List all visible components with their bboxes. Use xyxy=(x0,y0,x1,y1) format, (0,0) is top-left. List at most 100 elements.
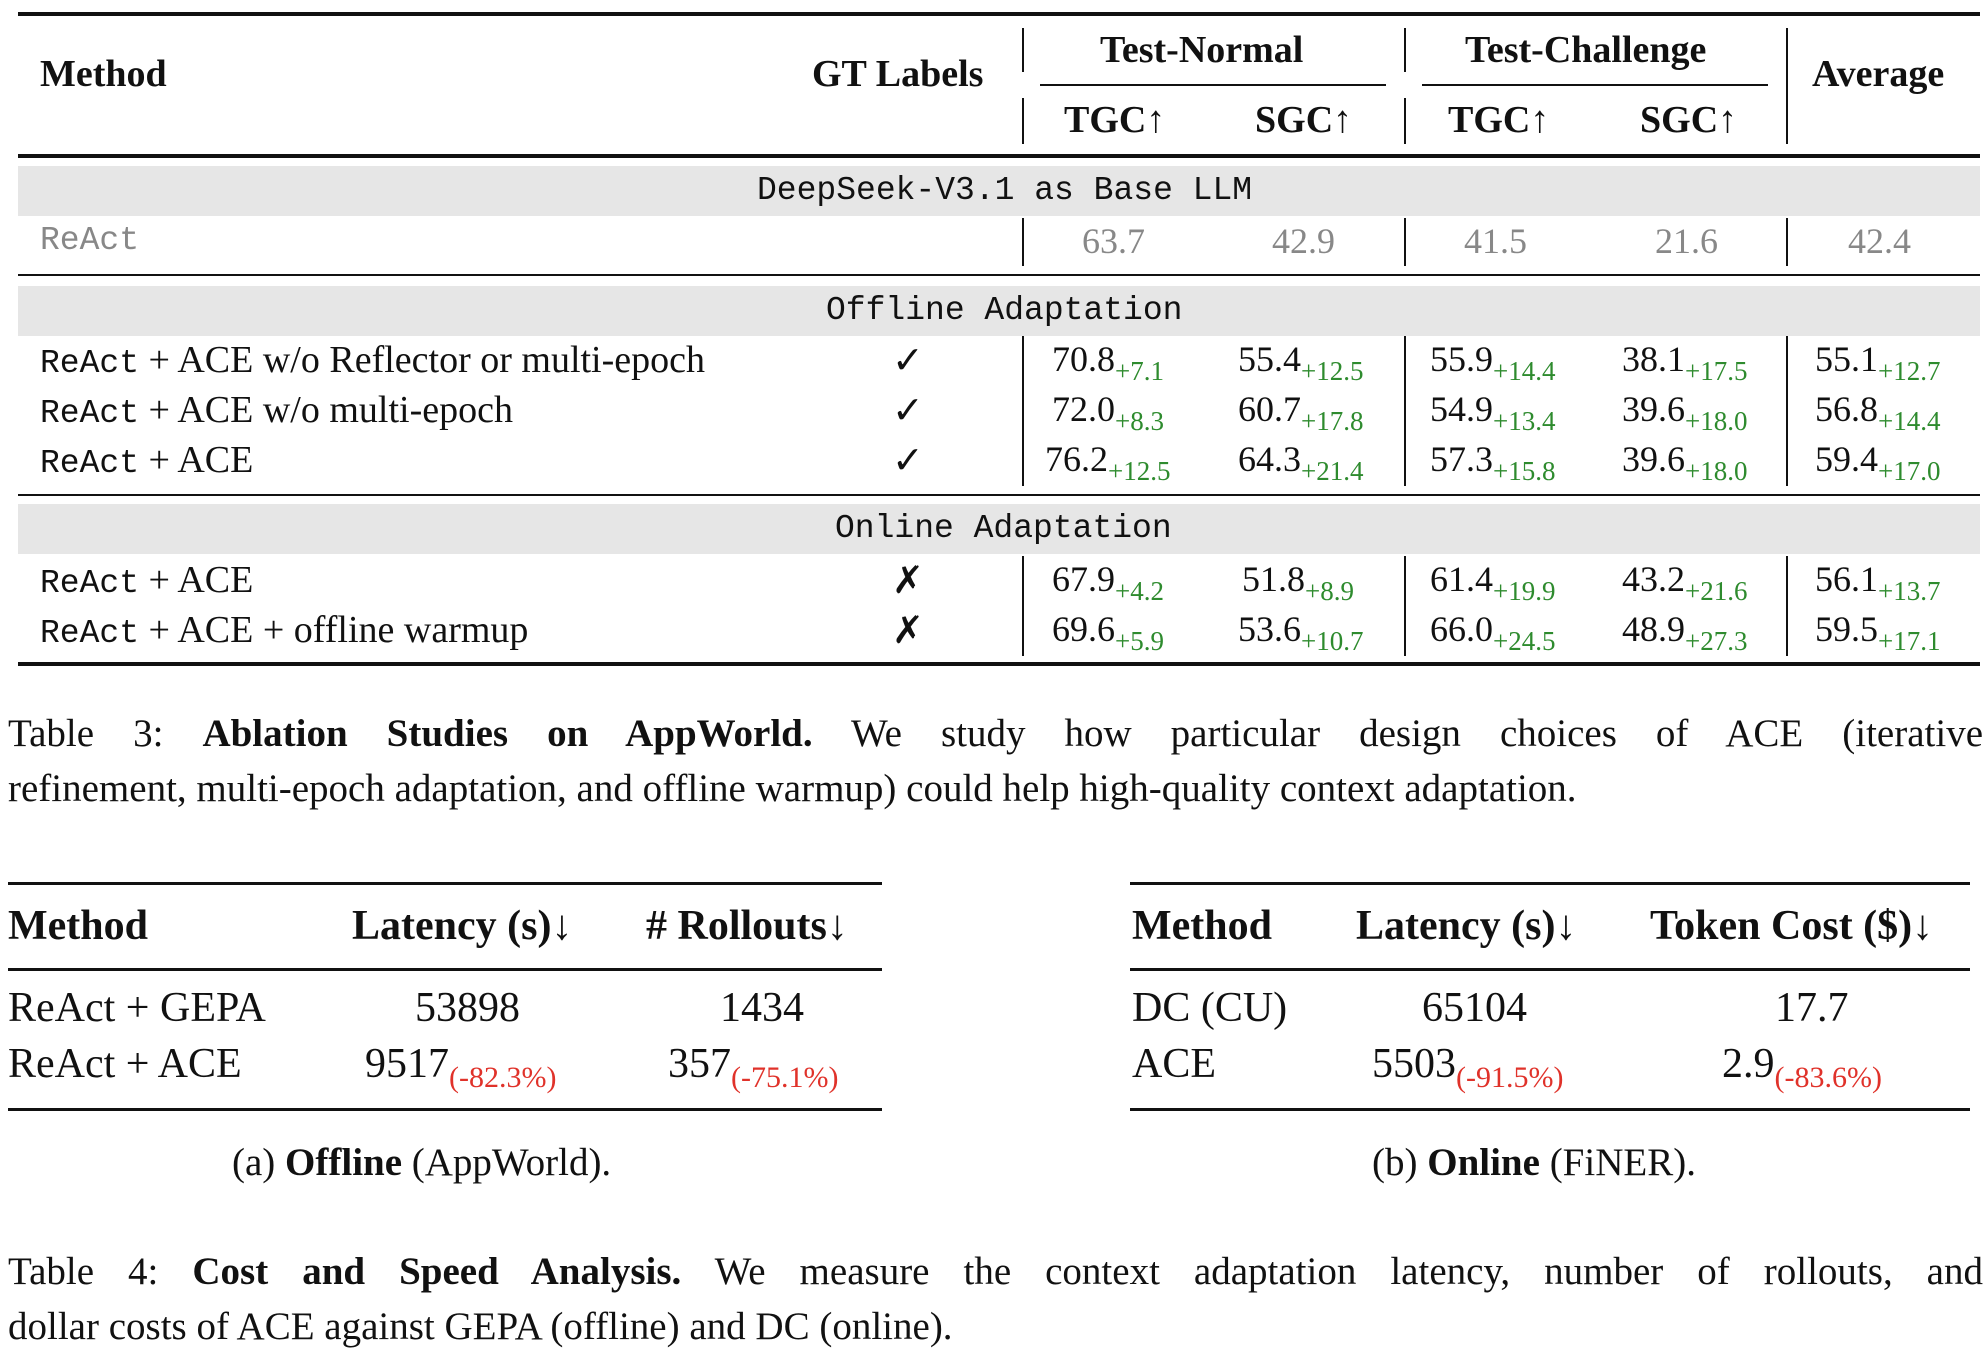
value: 67.9 xyxy=(1052,559,1115,599)
cell-sgc-challenge: 43.2+21.6 xyxy=(1622,558,1747,607)
header-average: Average xyxy=(1812,53,1945,95)
row-method: ReAct + ACE xyxy=(40,438,253,482)
row-method: ReAct + ACE w/o Reflector or multi-epoch xyxy=(40,338,705,382)
delta: +10.7 xyxy=(1301,626,1364,656)
value: 72.0 xyxy=(1052,389,1115,429)
delta: +15.8 xyxy=(1493,456,1556,486)
value: 61.4 xyxy=(1430,559,1493,599)
cell-sgc-normal: 51.8+8.9 xyxy=(1242,558,1354,607)
top-rule xyxy=(1130,882,1970,885)
value: 9517 xyxy=(365,1041,449,1087)
subcaption-b: (b) Online (FiNER). xyxy=(1372,1140,1696,1185)
value: 55.4 xyxy=(1238,339,1301,379)
value: 39.6 xyxy=(1622,439,1685,479)
value: 38.1 xyxy=(1622,339,1685,379)
section-title-base-llm: DeepSeek-V3.1 as Base LLM xyxy=(757,172,1253,209)
header-rule xyxy=(8,968,882,971)
method-base: ReAct xyxy=(40,445,140,482)
value: 56.1 xyxy=(1815,559,1878,599)
method-base: ReAct xyxy=(40,615,140,652)
row-method: ReAct + ACE w/o multi-epoch xyxy=(40,388,513,432)
gt-check: ✓ xyxy=(892,390,924,432)
delta: +12.7 xyxy=(1878,356,1941,386)
method-base: ReAct xyxy=(40,345,140,382)
top-rule xyxy=(18,12,1980,16)
section-title-online: Online Adaptation xyxy=(835,510,1172,547)
value: 66.0 xyxy=(1430,609,1493,649)
table-4-caption: Table 4: Cost and Speed Analysis. We mea… xyxy=(8,1244,1983,1354)
header-rule xyxy=(18,154,1980,158)
header-latency: Latency (s)↓ xyxy=(352,903,573,949)
header-tgc-normal: TGC↑ xyxy=(1064,99,1166,141)
delta: +17.1 xyxy=(1878,626,1941,656)
rest: (FiNER). xyxy=(1549,1141,1696,1184)
vsep xyxy=(1022,28,1024,72)
row-react-sgc-normal: 42.9 xyxy=(1272,221,1335,261)
row-latency: 53898 xyxy=(415,985,520,1031)
subcaption-a: (a) Offline (AppWorld). xyxy=(232,1140,611,1185)
delta: +5.9 xyxy=(1115,626,1164,656)
header-latency: Latency (s)↓ xyxy=(1356,903,1577,949)
cell-sgc-challenge: 38.1+17.5 xyxy=(1622,338,1747,387)
caption-line-1: Table 4: Cost and Speed Analysis. We mea… xyxy=(8,1244,1983,1299)
delta: (-91.5%) xyxy=(1456,1061,1564,1094)
value: 59.5 xyxy=(1815,609,1878,649)
value: 55.1 xyxy=(1815,339,1878,379)
header-rollouts: # Rollouts↓ xyxy=(646,903,848,949)
delta: +21.4 xyxy=(1301,456,1364,486)
delta: +4.2 xyxy=(1115,576,1164,606)
row-react-method: ReAct xyxy=(40,222,140,259)
header-token-cost: Token Cost ($)↓ xyxy=(1650,903,1934,949)
cell-tgc-normal: 70.8+7.1 xyxy=(1052,338,1164,387)
delta: +7.1 xyxy=(1115,356,1164,386)
row-method: ReAct + GEPA xyxy=(8,985,266,1031)
caption-title: Cost and Speed Analysis. xyxy=(192,1250,682,1293)
delta: +12.5 xyxy=(1108,456,1171,486)
vsep xyxy=(1786,218,1788,266)
row-method: ReAct + ACE + offline warmup xyxy=(40,608,528,652)
value: 57.3 xyxy=(1430,439,1493,479)
row-react-tgc-normal: 63.7 xyxy=(1082,221,1145,261)
cell-sgc-normal: 60.7+17.8 xyxy=(1238,388,1363,437)
header-gt-labels: GT Labels xyxy=(812,53,984,95)
row-method: DC (CU) xyxy=(1132,985,1288,1031)
value: 60.7 xyxy=(1238,389,1301,429)
caption-title: Ablation Studies on AppWorld. xyxy=(202,712,813,755)
vsep xyxy=(1404,218,1406,266)
value: 2.9 xyxy=(1722,1041,1775,1087)
cell-sgc-normal: 64.3+21.4 xyxy=(1238,438,1363,487)
row-method: ACE xyxy=(1132,1041,1216,1087)
row-method: ReAct + ACE xyxy=(40,558,253,602)
row-method: ReAct + ACE xyxy=(8,1041,242,1087)
table-3-caption: Table 3: Ablation Studies on AppWorld. W… xyxy=(8,706,1983,816)
value: 56.8 xyxy=(1815,389,1878,429)
row-react-tgc-challenge: 41.5 xyxy=(1464,221,1527,261)
section-bar-base-llm xyxy=(18,166,1980,216)
bold: Online xyxy=(1427,1141,1540,1184)
delta: +27.3 xyxy=(1685,626,1748,656)
delta: +18.0 xyxy=(1685,406,1748,436)
method-variant: + ACE xyxy=(139,559,254,601)
cell-tgc-challenge: 61.4+19.9 xyxy=(1430,558,1555,607)
section-bar-offline xyxy=(18,286,1980,336)
method-variant: + ACE w/o multi-epoch xyxy=(139,389,513,431)
delta: +8.3 xyxy=(1115,406,1164,436)
delta: (-82.3%) xyxy=(449,1061,557,1094)
rest: (AppWorld). xyxy=(411,1141,612,1184)
vsep xyxy=(1786,336,1788,486)
vsep xyxy=(1022,336,1024,486)
gt-cross: ✗ xyxy=(892,610,924,652)
value: 76.2 xyxy=(1045,439,1108,479)
caption-label: Table 4: xyxy=(8,1250,159,1293)
cell-tgc-normal: 72.0+8.3 xyxy=(1052,388,1164,437)
vsep xyxy=(1786,556,1788,656)
section-bar-online xyxy=(18,504,1980,554)
header-method: Method xyxy=(1132,903,1272,949)
value: 54.9 xyxy=(1430,389,1493,429)
cell-sgc-normal: 53.6+10.7 xyxy=(1238,608,1363,657)
delta: +18.0 xyxy=(1685,456,1748,486)
cell-tgc-challenge: 57.3+15.8 xyxy=(1430,438,1555,487)
caption-text-1: We measure the context adaptation latenc… xyxy=(714,1250,1983,1293)
row-rollouts: 1434 xyxy=(720,985,804,1031)
bottom-rule xyxy=(8,1108,882,1111)
